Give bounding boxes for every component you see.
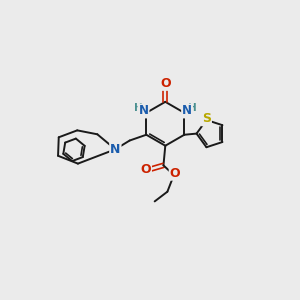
Text: O: O xyxy=(160,77,171,90)
Text: N: N xyxy=(110,143,121,156)
Text: N: N xyxy=(182,104,192,118)
Text: H: H xyxy=(188,103,197,113)
Text: N: N xyxy=(139,104,148,118)
Text: O: O xyxy=(170,167,180,180)
Text: O: O xyxy=(140,163,151,176)
Text: S: S xyxy=(202,112,211,125)
Text: H: H xyxy=(134,103,142,113)
